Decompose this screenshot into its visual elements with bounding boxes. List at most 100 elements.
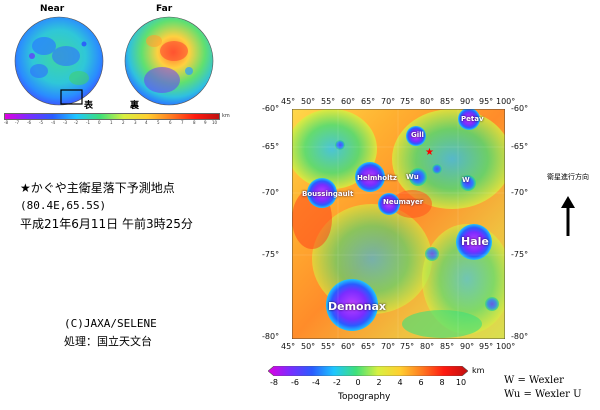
near-side-globe	[14, 16, 104, 106]
longitude-label: 80°	[420, 97, 435, 106]
longitude-label: 55°	[321, 97, 336, 106]
longitude-label: 85°	[440, 97, 455, 106]
feature-label-neumayer: Neumayer	[383, 198, 424, 206]
latitude-label: -70°	[511, 188, 529, 197]
latitude-label: -60°	[262, 104, 280, 113]
longitude-label: 75°	[400, 97, 415, 106]
colorbar-tick: -8	[270, 378, 278, 387]
longitude-label: 80°	[420, 342, 435, 351]
mini-scale-tick: -1	[86, 120, 90, 125]
landing-point-title: ★かぐや主衛星落下予測地点	[20, 181, 175, 195]
latitude-label: -75°	[511, 250, 529, 259]
latitude-label: -65°	[511, 142, 529, 151]
mini-scale-tick: 4	[145, 120, 148, 125]
longitude-axis-top: 45° 50° 55° 60° 65° 70° 75° 80° 85° 90° …	[281, 97, 521, 107]
latitude-axis-right: -60° -65° -70° -75° -80°	[511, 104, 539, 344]
mini-scale-tick: 10	[212, 120, 218, 125]
colorbar-ticks: -8 -6 -4 -2 0 2 4 6 8 10	[268, 378, 468, 388]
feature-label-wexler: W	[462, 176, 470, 184]
latitude-axis-left: -60° -65° -70° -75° -80°	[262, 104, 290, 344]
hemisphere-maps	[14, 16, 214, 106]
topography-map: ★	[292, 109, 505, 339]
feature-label-petavius: Petav	[461, 115, 484, 123]
longitude-label: 50°	[301, 342, 316, 351]
mini-scale-tick: 8	[193, 120, 196, 125]
longitude-label: 65°	[361, 97, 376, 106]
front-side-label: 表	[84, 101, 94, 111]
crater-hale	[456, 224, 492, 260]
mini-scale-tick: 3	[134, 120, 137, 125]
mini-scale-tick: 9	[204, 120, 207, 125]
near-side-title: Near	[40, 4, 65, 14]
landing-datetime: 平成21年6月11日 午前3時25分	[20, 217, 193, 231]
satellite-direction-label: 衛星進行方向	[547, 173, 589, 181]
colorbar-tick: 2	[376, 378, 382, 387]
topography-colorbar	[268, 366, 468, 376]
crater-wexler-u	[409, 168, 427, 186]
mini-scale-tick: 2	[122, 120, 125, 125]
mini-scale-tick: -5	[39, 120, 43, 125]
longitude-label: 70°	[381, 342, 396, 351]
latitude-label: -75°	[262, 250, 280, 259]
crater-petavius	[458, 109, 480, 130]
latitude-label: -65°	[262, 142, 280, 151]
up-arrow-icon	[561, 196, 575, 236]
colorbar-tick: -2	[333, 378, 341, 387]
longitude-label: 65°	[361, 342, 376, 351]
feature-label-wexler-u: Wu	[406, 173, 419, 181]
crater-boussingault	[307, 178, 337, 208]
mini-scale-tick: 0	[98, 120, 101, 125]
back-side-label: 裏	[130, 101, 140, 111]
colorbar-tick: 6	[418, 378, 424, 387]
crater-gill	[406, 126, 426, 146]
longitude-label: 75°	[400, 342, 415, 351]
mini-scale-tick: -2	[74, 120, 78, 125]
far-side-globe	[124, 16, 214, 106]
latitude-label: -60°	[511, 104, 529, 113]
mini-scale-tick: -7	[15, 120, 19, 125]
mini-scale-tick: 5	[157, 120, 160, 125]
mini-scale-tick: -8	[4, 120, 8, 125]
mini-scale-tick: 7	[181, 120, 184, 125]
longitude-label: 55°	[321, 342, 336, 351]
mini-scale-tick: -4	[51, 120, 55, 125]
longitude-label: 85°	[440, 342, 455, 351]
latitude-label: -70°	[262, 188, 280, 197]
near-side-region-box	[60, 89, 83, 105]
colorbar-tick: 8	[439, 378, 445, 387]
crater-helmholtz	[355, 162, 385, 192]
feature-label-demonax: Demonax	[328, 300, 386, 313]
landing-point-marker: ★	[425, 147, 434, 158]
longitude-label: 60°	[341, 342, 356, 351]
longitude-label: 50°	[301, 97, 316, 106]
crater-demonax	[326, 279, 378, 331]
longitude-label: 70°	[381, 97, 396, 106]
mini-scale-ticks: -8 -7 -6 -5 -4 -3 -2 -1 0 1 2 3 4 5 6 7 …	[4, 120, 218, 126]
longitude-label: 60°	[341, 97, 356, 106]
landing-point-coordinates: (80.4E,65.5S)	[20, 199, 107, 212]
mini-color-scale	[4, 113, 220, 120]
colorbar-tick: -6	[291, 378, 299, 387]
far-side-title: Far	[156, 4, 173, 14]
feature-label-boussingault: Boussingault	[302, 190, 354, 198]
longitude-label: 100°	[496, 342, 516, 351]
crater-neumayer	[378, 193, 400, 215]
feature-label-gill: Gill	[411, 131, 424, 139]
longitude-label: 45°	[281, 342, 296, 351]
crater-wexler	[460, 175, 476, 191]
colorbar-tick: -4	[312, 378, 320, 387]
legend-wexler-u: Wu = Wexler U	[504, 389, 582, 400]
longitude-label: 100°	[496, 97, 516, 106]
mini-scale-tick: 6	[169, 120, 172, 125]
mini-scale-tick: -3	[63, 120, 67, 125]
longitude-axis-bottom: 45° 50° 55° 60° 65° 70° 75° 80° 85° 90° …	[281, 342, 521, 352]
longitude-label: 45°	[281, 97, 296, 106]
latitude-label: -80°	[262, 332, 280, 341]
feature-label-helmholtz: Helmholtz	[357, 174, 397, 182]
colorbar-unit: km	[472, 366, 485, 375]
longitude-label: 90°	[460, 97, 475, 106]
colorbar-tick: 0	[355, 378, 361, 387]
feature-label-hale: Hale	[461, 235, 489, 248]
colorbar-tick: 10	[455, 378, 467, 387]
colorbar-tick: 4	[397, 378, 403, 387]
